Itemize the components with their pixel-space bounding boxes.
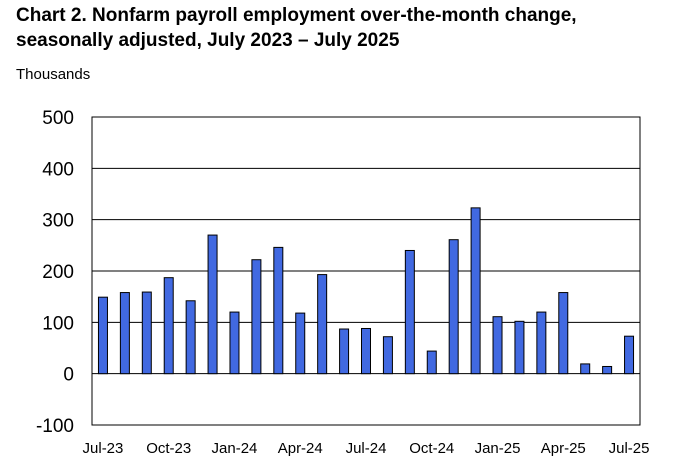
bar-Oct-23 bbox=[163, 277, 174, 375]
bar-Aug-23 bbox=[119, 292, 130, 375]
bar-series bbox=[97, 207, 635, 375]
bar-Mar-25 bbox=[536, 311, 547, 375]
plot-area-border bbox=[91, 116, 641, 426]
x-tick-label-Oct-23: Oct-23 bbox=[146, 440, 191, 457]
bar-Dec-23 bbox=[207, 234, 218, 375]
y-tick-label-200: 200 bbox=[42, 262, 74, 283]
y-tick-label-300: 300 bbox=[42, 211, 74, 232]
bar-Aug-24 bbox=[382, 336, 393, 375]
bar-Jun-25 bbox=[602, 365, 613, 375]
plot-frame bbox=[91, 116, 641, 426]
bar-Apr-24 bbox=[295, 312, 306, 375]
x-tick-label-Jul-23: Jul-23 bbox=[83, 440, 124, 457]
chart-title-line-2: seasonally adjusted, July 2023 – July 20… bbox=[16, 30, 400, 51]
bar-Sep-24 bbox=[404, 249, 415, 375]
chart-title-line-1: Chart 2. Nonfarm payroll employment over… bbox=[16, 5, 577, 26]
bar-Dec-24 bbox=[470, 207, 481, 375]
x-tick-label-Jul-24: Jul-24 bbox=[346, 440, 387, 457]
x-tick-label-Apr-25: Apr-25 bbox=[541, 440, 586, 457]
bar-Oct-24 bbox=[426, 350, 437, 375]
bar-Jul-23 bbox=[97, 296, 108, 375]
y-tick-label-100: 100 bbox=[42, 313, 74, 334]
y-tick-label--100: -100 bbox=[36, 416, 74, 437]
bar-Nov-24 bbox=[448, 239, 459, 375]
bar-Nov-23 bbox=[185, 300, 196, 375]
bar-Jun-24 bbox=[339, 328, 350, 375]
y-tick-label-400: 400 bbox=[42, 159, 74, 180]
bar-Jul-25 bbox=[624, 335, 635, 375]
x-tick-label-Jul-25: Jul-25 bbox=[609, 440, 650, 457]
chart-title: Chart 2. Nonfarm payroll employment over… bbox=[16, 3, 686, 53]
bar-Mar-24 bbox=[273, 246, 284, 375]
gridlines bbox=[92, 116, 640, 426]
bar-May-25 bbox=[580, 363, 591, 375]
y-tick-label-500: 500 bbox=[42, 108, 74, 129]
y-axis-unit-label: Thousands bbox=[16, 66, 91, 83]
bar-Feb-25 bbox=[514, 320, 525, 375]
x-tick-label-Jan-25: Jan-25 bbox=[475, 440, 521, 457]
x-tick-label-Oct-24: Oct-24 bbox=[409, 440, 454, 457]
y-axis-tick-labels: -100 0 100 200 300 400 500 bbox=[36, 108, 74, 437]
bar-Sep-23 bbox=[141, 291, 152, 375]
bar-Apr-25 bbox=[558, 292, 569, 375]
y-tick-label-0: 0 bbox=[63, 365, 74, 386]
x-tick-label-Apr-24: Apr-24 bbox=[278, 440, 323, 457]
bar-Feb-24 bbox=[251, 259, 262, 375]
x-axis-tick-labels: Jul-23 Oct-23 Jan-24 Apr-24 Jul-24 Oct-24 Jan-… bbox=[83, 440, 650, 457]
bar-Jul-24 bbox=[361, 327, 371, 375]
bar-Jan-24 bbox=[229, 311, 240, 375]
bar-Jan-25 bbox=[492, 316, 503, 375]
bar-May-24 bbox=[317, 274, 328, 375]
x-tick-label-Jan-24: Jan-24 bbox=[212, 440, 258, 457]
